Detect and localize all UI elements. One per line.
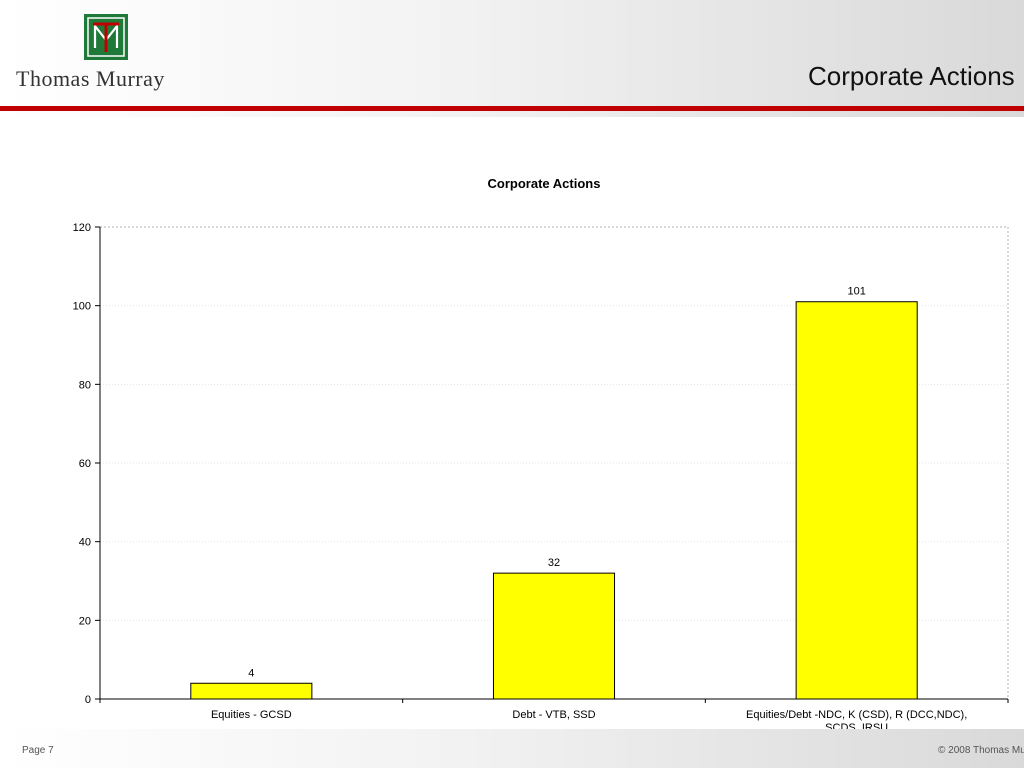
bar-chart: Corporate Actions 4 Equities - GCSD 32 Debt… — [73, 176, 1009, 729]
bar — [190, 682, 313, 700]
bar — [492, 572, 616, 700]
x-tick-label: SCDS, IRSU — [825, 722, 888, 729]
y-tick-label: 60 — [79, 458, 91, 470]
chart-panel: Corporate Actions 4 Equities - GCSD 32 Debt… — [6, 117, 1024, 729]
thomas-murray-logo-icon — [84, 14, 128, 60]
y-tick-label: 100 — [73, 301, 91, 313]
y-tick-label: 40 — [79, 537, 91, 549]
page-number: Page 7 — [22, 745, 54, 756]
chart-title: Corporate Actions — [488, 176, 601, 191]
bar — [795, 301, 918, 700]
header-divider — [0, 106, 1024, 111]
x-tick-label: Equities/Debt -NDC, K (CSD), R (DCC,NDC)… — [746, 709, 967, 721]
company-name: Thomas Murray — [16, 66, 165, 91]
slide-title: Corporate Actions — [808, 61, 1015, 91]
data-label: 32 — [548, 557, 560, 569]
x-tick-label: Debt - VTB, SSD — [512, 709, 595, 721]
y-tick-label: 80 — [79, 379, 91, 391]
data-label: 101 — [847, 286, 865, 298]
y-tick-label: 0 — [85, 694, 91, 706]
x-tick-label: Equities - GCSD — [211, 709, 292, 721]
copyright-notice: © 2008 Thomas Murray — [938, 745, 1024, 756]
slide-header: Thomas Murray Corporate Actions — [0, 0, 1024, 106]
y-tick-label: 20 — [79, 615, 91, 627]
y-tick-label: 120 — [73, 222, 91, 234]
data-label: 4 — [248, 667, 254, 679]
